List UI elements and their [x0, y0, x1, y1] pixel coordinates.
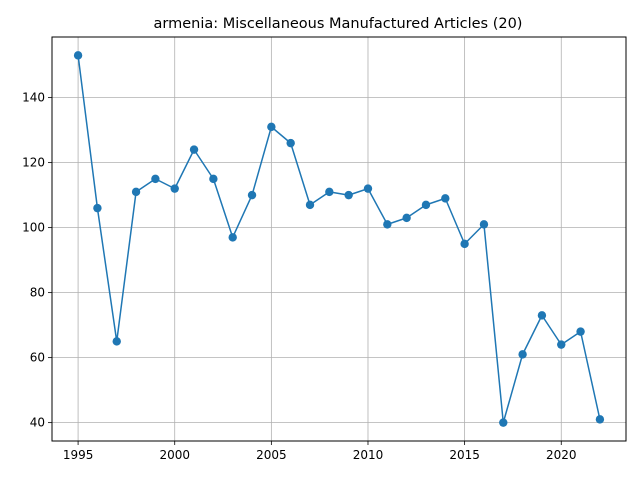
plot-frame — [51, 36, 627, 442]
data-point — [383, 220, 392, 229]
data-point — [363, 184, 373, 193]
data-point — [402, 213, 411, 223]
x-tick-label: 2005 — [256, 448, 287, 462]
data-point — [518, 350, 527, 359]
data-point — [112, 337, 121, 346]
data-point — [170, 184, 179, 193]
x-tick-label: 2020 — [546, 448, 577, 462]
data-point — [305, 200, 315, 210]
axis-ticks: 1995 2000 2005 2010 2015 2020 40 60 80 100 120 140 — [22, 91, 576, 462]
data-point — [228, 233, 237, 242]
data-point — [460, 239, 469, 249]
data-point — [209, 174, 218, 184]
y-tick-label: 40 — [30, 416, 45, 430]
data-point — [267, 122, 276, 132]
x-tick-label: 2015 — [449, 448, 480, 462]
data-point — [344, 190, 353, 200]
grid — [52, 37, 626, 441]
y-tick-label: 80 — [30, 286, 45, 300]
x-tick-label: 2000 — [159, 448, 190, 462]
data-point — [441, 194, 450, 203]
data-point — [499, 418, 508, 427]
data-point — [131, 187, 141, 197]
x-tick-label: 2010 — [353, 448, 384, 462]
data-point — [557, 340, 566, 349]
data-point — [286, 138, 295, 148]
y-tick-label: 140 — [22, 91, 45, 105]
data-point — [479, 220, 489, 229]
x-tick-label: 1995 — [63, 448, 94, 462]
data-point — [576, 327, 585, 336]
data-point — [73, 51, 83, 60]
y-tick-label: 100 — [22, 221, 45, 235]
data-point — [595, 415, 605, 424]
data-point — [421, 200, 431, 210]
data-point — [151, 174, 160, 184]
series-layer — [73, 51, 605, 427]
data-point — [537, 311, 547, 320]
series-line — [77, 55, 601, 424]
data-point — [325, 187, 334, 197]
data-point — [93, 203, 102, 213]
data-point — [189, 145, 199, 154]
y-tick-label: 60 — [30, 351, 45, 365]
data-point — [247, 190, 257, 200]
y-tick-label: 120 — [22, 156, 45, 170]
chart-title: armenia: Miscellaneous Manufactured Arti… — [154, 16, 523, 32]
